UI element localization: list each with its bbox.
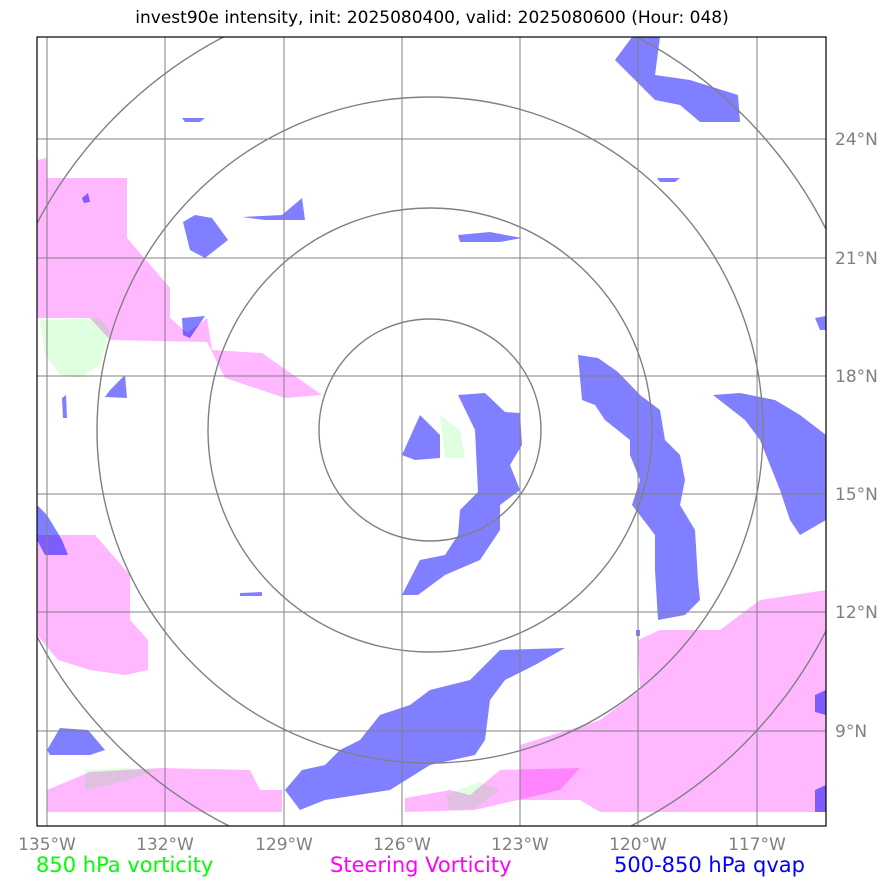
latitude-labels: 24°N 21°N 18°N 15°N 12°N 9°N [835,130,878,742]
plot-frame [36,36,827,827]
longitude-labels: 135°W 132°W 129°W 126°W 123°W 120°W 117°… [18,835,786,855]
lat-label: 15°N [835,485,878,505]
lon-label: 126°W [373,835,431,855]
lon-label: 132°W [136,835,194,855]
lat-label: 21°N [835,249,878,269]
steering-vorticity-layer [37,158,826,812]
range-ring-3 [96,96,764,764]
lon-label: 135°W [18,835,76,855]
legend-qvap: 500-850 hPa qvap [614,853,805,877]
range-ring-2 [207,207,653,653]
lat-label: 24°N [835,130,878,150]
longitude-gridlines [46,37,758,826]
legend-steering-vorticity: Steering Vorticity [330,853,512,877]
map-title: invest90e intensity, init: 2025080400, v… [135,8,729,28]
lat-label: 12°N [835,603,878,623]
vorticity-850-layer [40,318,500,810]
qvap-layer [37,37,826,812]
legend-850-vorticity: 850 hPa vorticity [36,853,214,877]
lon-label: 129°W [255,835,313,855]
range-ring-1 [318,318,542,542]
latitude-gridlines [37,138,826,732]
lon-label: 120°W [609,835,667,855]
lon-label: 123°W [491,835,549,855]
lat-label: 9°N [835,722,867,742]
lon-label: 117°W [728,835,786,855]
range-rings [37,37,826,826]
lat-label: 18°N [835,367,878,387]
